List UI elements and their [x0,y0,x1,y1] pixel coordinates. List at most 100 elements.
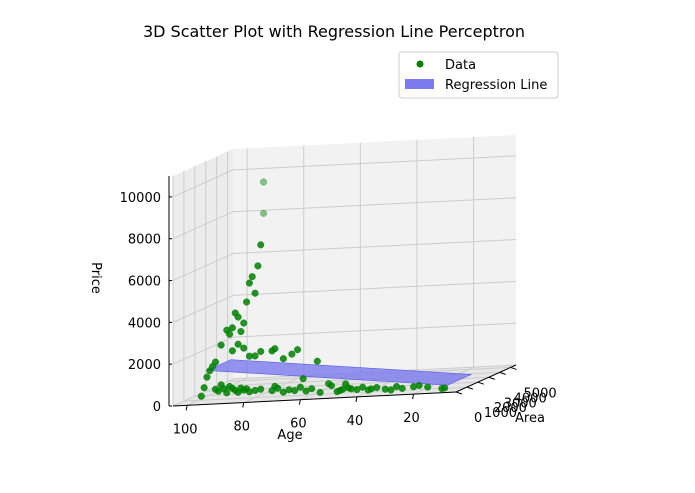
data-point [254,262,262,270]
data-point [248,273,256,281]
data-point [228,324,236,332]
age-tick-mark [355,396,358,402]
data-point [251,289,259,297]
legend: Data Regression Line [398,51,559,99]
data-point [243,298,251,306]
data-point [234,313,242,321]
data-point [234,340,242,348]
legend-data-marker [416,60,424,68]
z-grid-line [172,197,517,240]
age-tick-mark [185,405,188,411]
data-point [291,387,299,395]
data-point [260,209,268,217]
data-point [271,345,279,353]
price-tick-label: 0 [153,400,161,415]
axis-lines [168,176,517,407]
data-point [313,357,321,365]
data-point [327,382,336,390]
data-point [203,373,211,381]
z-grid-line [172,239,517,282]
legend-regression-patch [405,79,434,89]
data-point [251,352,259,360]
data-point [257,241,265,249]
area-tick-label: 3000 [504,396,537,411]
y-axis-label: Area [515,411,545,426]
data-point [217,341,225,349]
tick-labels: 100 80 60 40 20 0 1000200030004000500002000400… [120,191,557,437]
data-point [288,350,296,358]
z-grid-line [172,322,517,365]
area-tick-mark [477,381,484,385]
data-point [260,178,268,186]
age-tick-mark [242,402,245,408]
area-tick-label: 4000 [514,391,547,406]
data-point [299,375,307,383]
data-point [424,383,432,391]
data-point [197,392,205,400]
data-point [387,386,395,394]
data-point [296,383,304,391]
price-tick-label: 10000 [120,191,161,206]
data-point [226,330,234,338]
data-point [240,319,248,327]
data-point [398,384,406,392]
z-grid-line [172,155,517,198]
age-tick-mark [298,399,301,405]
x-axis-label: Age [277,428,302,443]
age-tick-label: 80 [233,420,250,435]
data-point [245,279,253,287]
area-tick-mark [499,371,506,375]
age-axis-line [172,391,457,407]
price-tick-label: 6000 [128,275,161,290]
data-point [274,384,282,392]
data-point [228,347,236,355]
area-tick-mark [455,391,463,395]
data-points [197,178,449,400]
z-grid-line [172,280,517,323]
data-point [257,385,265,393]
age-tick-label: 60 [290,417,307,432]
data-point [415,381,423,390]
area-tick-label: 0 [474,411,482,426]
regression-plane-group [206,359,472,386]
price-tick-label: 2000 [128,358,161,373]
data-point [373,384,381,392]
data-point [316,388,324,396]
age-tick-label: 20 [403,411,420,426]
area-tick-label: 5000 [524,386,557,401]
data-point [240,344,248,352]
area-axis-line [455,364,517,393]
area-tick-mark [488,376,495,380]
data-point [279,355,287,363]
data-point [359,383,367,391]
z-grid-line [172,364,517,407]
area-tick-label: 2000 [494,401,527,416]
area-tick-mark [466,386,474,390]
age-tick-label: 100 [173,422,198,437]
data-point [223,389,231,397]
age-grid-line [413,137,475,395]
legend-data-label: Data [445,58,476,73]
chart-title: 3D Scatter Plot with Regression Line Per… [143,22,525,41]
age-tick-mark [412,394,415,400]
price-tick-label: 8000 [128,233,161,248]
data-point [211,358,219,366]
data-point [308,385,316,393]
z-axis-label: Price [88,262,103,294]
regression-plane [206,359,472,386]
area-tick-label: 1000 [484,406,517,421]
legend-regression-label: Regression Line [445,78,547,93]
legend-box [398,51,559,99]
area-tick-mark [510,366,517,370]
data-point [257,347,265,356]
price-tick-label: 4000 [128,316,161,331]
data-point [293,346,302,354]
age-tick-label: 40 [347,414,364,429]
data-point [200,384,208,392]
data-point [441,384,449,392]
data-point [237,327,245,336]
age-grid-line [186,148,248,406]
side-pane [173,149,233,406]
